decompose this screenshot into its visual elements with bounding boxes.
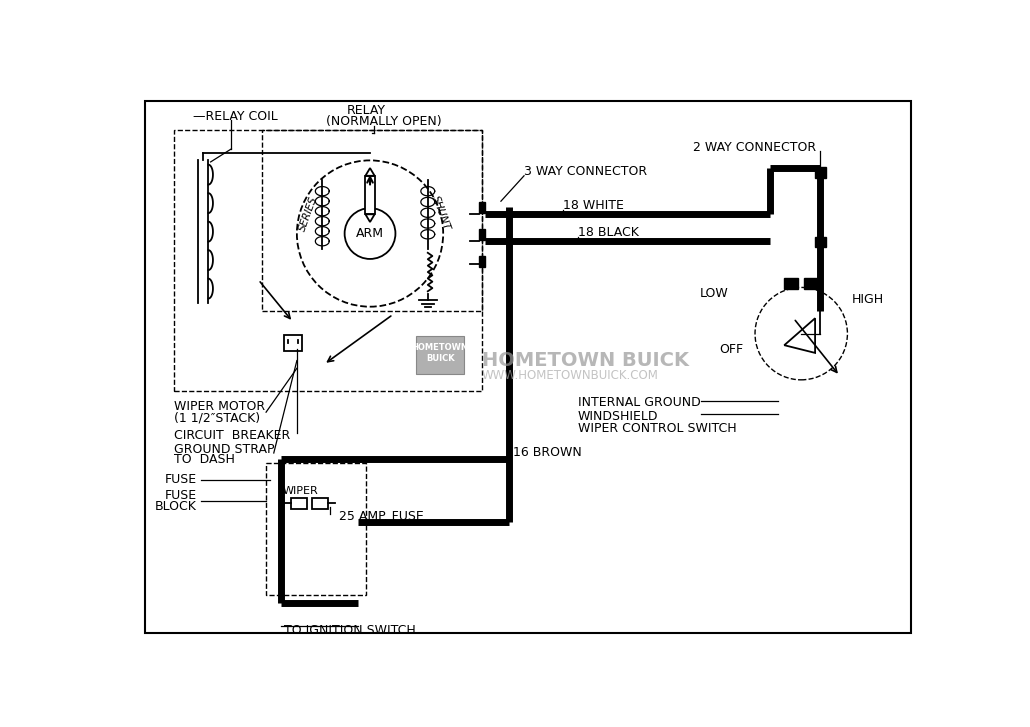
Text: 16 BROWN: 16 BROWN	[513, 446, 582, 459]
Text: WIPER: WIPER	[283, 486, 318, 497]
Bar	[479, 256, 485, 267]
Text: (NORMALLY OPEN): (NORMALLY OPEN)	[327, 115, 442, 128]
Text: TO  DASH: TO DASH	[174, 454, 235, 467]
Bar	[479, 229, 485, 240]
Text: 2 WAY CONNECTOR: 2 WAY CONNECTOR	[693, 141, 817, 154]
Text: 18 WHITE: 18 WHITE	[562, 199, 623, 212]
Bar	[366, 176, 375, 214]
Bar	[479, 202, 485, 213]
Bar	[804, 278, 818, 289]
Text: 18 BLACK: 18 BLACK	[578, 226, 639, 239]
Text: 25 AMP. FUSE: 25 AMP. FUSE	[339, 510, 424, 523]
Text: WIPER MOTOR: WIPER MOTOR	[174, 401, 265, 413]
Bar	[312, 499, 328, 509]
Bar	[416, 336, 464, 374]
Text: INTERNAL GROUND: INTERNAL GROUND	[578, 396, 700, 409]
Text: WIPER CONTROL SWITCH: WIPER CONTROL SWITCH	[578, 422, 736, 435]
Text: SERIES: SERIES	[298, 196, 319, 233]
Bar	[174, 129, 482, 391]
Text: (1 1/2″STACK): (1 1/2″STACK)	[174, 411, 260, 425]
Text: TO IGNITION SWITCH: TO IGNITION SWITCH	[284, 624, 415, 638]
Text: HOMETOWN BUICK: HOMETOWN BUICK	[482, 351, 689, 370]
Text: FUSE: FUSE	[165, 473, 197, 486]
Polygon shape	[366, 168, 375, 176]
Text: 3 WAY CONNECTOR: 3 WAY CONNECTOR	[524, 166, 647, 178]
Text: OFF: OFF	[719, 342, 744, 356]
Text: SHUNT: SHUNT	[430, 194, 452, 231]
Bar	[263, 129, 482, 310]
Circle shape	[345, 208, 396, 259]
Bar	[784, 278, 798, 289]
Bar	[815, 236, 826, 247]
Polygon shape	[366, 214, 375, 222]
Text: LOW: LOW	[699, 287, 728, 300]
Bar	[815, 167, 826, 178]
Text: WWW.HOMETOWNBUICK.COM: WWW.HOMETOWNBUICK.COM	[482, 369, 658, 382]
Bar	[284, 335, 302, 350]
Text: HOMETOWN
BUICK: HOMETOWN BUICK	[412, 343, 469, 363]
Text: ARM: ARM	[356, 227, 384, 240]
Text: —RELAY COIL: —RELAY COIL	[193, 110, 278, 123]
Text: GROUND STRAP: GROUND STRAP	[174, 443, 274, 456]
Text: WINDSHIELD: WINDSHIELD	[578, 410, 658, 423]
Text: BLOCK: BLOCK	[154, 500, 197, 513]
Text: RELAY: RELAY	[347, 104, 386, 117]
Text: HIGH: HIGH	[851, 293, 884, 306]
Text: CIRCUIT  BREAKER: CIRCUIT BREAKER	[174, 429, 289, 442]
Bar	[291, 499, 307, 509]
Text: FUSE: FUSE	[165, 489, 197, 502]
